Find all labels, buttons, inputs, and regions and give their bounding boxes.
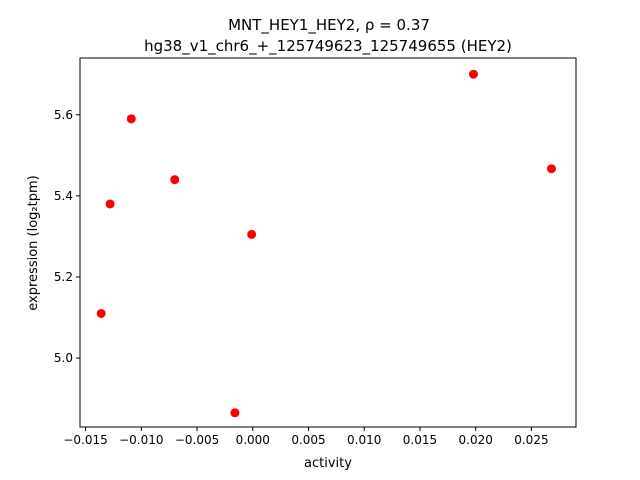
x-axis-label: activity	[304, 456, 352, 471]
y-tick-label: 5.0	[54, 351, 73, 365]
x-tick-label: −0.005	[175, 433, 219, 447]
data-point	[546, 164, 556, 174]
chart-title: MNT_HEY1_HEY2, ρ = 0.37	[228, 16, 430, 35]
x-tick-label: 0.015	[403, 433, 437, 447]
x-tick-label: −0.015	[63, 433, 107, 447]
data-points	[96, 69, 556, 418]
data-point	[126, 114, 136, 124]
y-tick-label: 5.4	[54, 189, 73, 203]
data-point	[230, 408, 240, 418]
data-point	[247, 229, 257, 239]
data-point	[468, 69, 478, 79]
x-tick-label: 0.005	[291, 433, 325, 447]
plot-frame	[79, 57, 577, 428]
x-tick-label: 0.000	[236, 433, 270, 447]
axis-ticks: −0.015 −0.010 −0.005 0.000 0.005 0.010 0.015 0.…	[54, 108, 549, 447]
chart-subtitle: hg38_v1_chr6_+_125749623_125749655 (HEY2…	[144, 37, 512, 56]
data-point	[105, 199, 115, 209]
y-axis-label: expression (log₂tpm)	[26, 175, 41, 310]
x-tick-label: 0.020	[459, 433, 493, 447]
x-tick-label: 0.010	[347, 433, 381, 447]
y-tick-label: 5.2	[54, 270, 73, 284]
x-tick-label: 0.025	[514, 433, 548, 447]
x-tick-label: −0.010	[119, 433, 163, 447]
data-point	[170, 175, 180, 185]
data-point	[96, 308, 106, 318]
y-tick-label: 5.6	[54, 108, 73, 122]
